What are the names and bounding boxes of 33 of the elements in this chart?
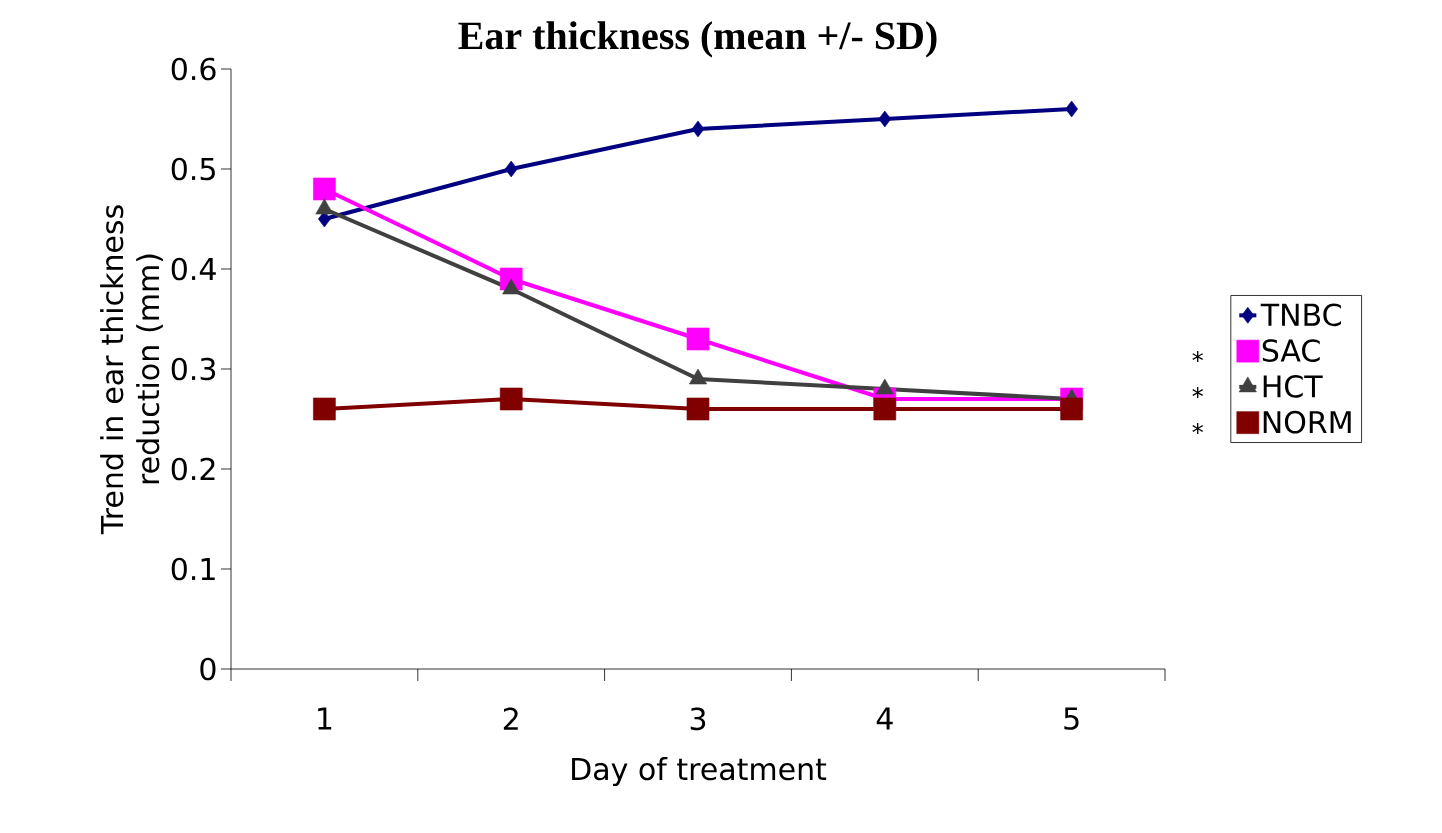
point (873, 397, 897, 421)
point (691, 120, 705, 138)
y-tick-label: 0.2 (171, 457, 215, 481)
text: * (1192, 351, 1203, 363)
legend-label: TNBC (1260, 303, 1341, 327)
point (499, 387, 523, 411)
y-tick-label: 0.4 (171, 257, 216, 281)
x-tick-label: 4 (876, 707, 893, 730)
y-tick-label: 0.6 (171, 57, 216, 81)
x-tick-label: 2 (503, 707, 518, 730)
x-tick-label: 1 (318, 707, 332, 730)
point (1065, 100, 1078, 118)
y-tick-label: 0 (200, 657, 216, 681)
point (686, 327, 710, 351)
point (686, 397, 710, 421)
text: * (1192, 387, 1203, 399)
point (504, 160, 518, 178)
chart-title: Ear thickness (mean +/- SD) (458, 21, 937, 58)
y-tick-label: 0.5 (171, 157, 215, 181)
y-tick-label: 0.1 (171, 557, 215, 581)
x-axis-title: Day of treatment (572, 757, 827, 787)
point (878, 110, 892, 128)
legend-label: HCT (1263, 374, 1323, 398)
legend-label: SAC (1262, 339, 1320, 362)
point (313, 177, 336, 201)
y-axis-title: Trend in ear thickness reduction (mm) (100, 205, 163, 535)
text: * (1192, 423, 1203, 435)
legend-label: NORM (1263, 410, 1351, 434)
point (313, 397, 336, 421)
y-tick-label: 0.3 (171, 357, 216, 381)
x-tick-label: 3 (690, 707, 706, 731)
x-tick-label: 5 (1064, 707, 1079, 730)
point (1060, 397, 1083, 421)
